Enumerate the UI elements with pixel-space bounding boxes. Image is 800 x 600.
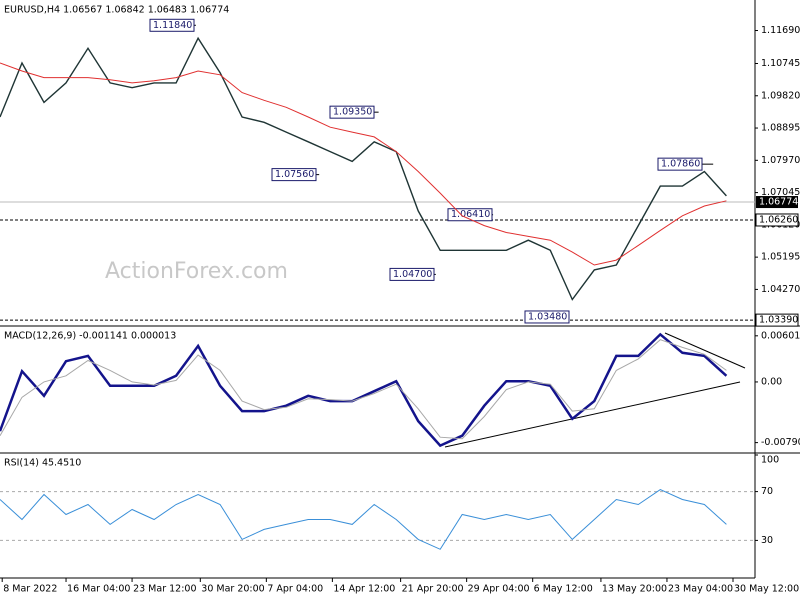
x-tick-label: 13 May 20:00 <box>602 584 667 595</box>
annotation-label: 1.07860 <box>661 159 700 170</box>
y-tick-label: 1.04270 <box>761 284 800 295</box>
x-tick-label: 8 Mar 2022 <box>3 584 57 595</box>
annotation-box <box>149 18 195 32</box>
x-tick-label: 7 Apr 04:00 <box>267 584 323 595</box>
annotation-label: 1.11840 <box>153 20 192 31</box>
rsi-title: RSI(14) 45.4510 <box>4 458 81 469</box>
annotation-box <box>389 267 435 281</box>
y-tick-label: 0.006012 <box>761 330 800 341</box>
series-line <box>0 332 728 448</box>
series-line <box>0 62 727 266</box>
last-price-label: 1.06774 <box>759 197 798 208</box>
y-tick-label: 1.11690 <box>761 25 800 36</box>
y-tick-label: 30 <box>761 535 773 546</box>
annotation-label: 1.04700 <box>393 269 432 280</box>
y-tick-label: -0.007907 <box>761 437 800 448</box>
x-tick-label: 30 Mar 20:00 <box>201 584 264 595</box>
macd-title: MACD(12,26,9) -0.001141 0.000013 <box>4 331 176 342</box>
annotation-box <box>447 208 493 222</box>
annotation-label: 1.06410 <box>451 209 490 220</box>
x-tick-label: 16 Mar 04:00 <box>67 584 130 595</box>
x-tick-label: 30 May 12:00 <box>734 584 799 595</box>
series-line <box>0 36 727 301</box>
watermark: ActionForex.com <box>105 259 288 284</box>
annotation-box <box>329 105 375 119</box>
x-tick-label: 21 Apr 20:00 <box>402 584 464 595</box>
annotation-box <box>271 168 317 182</box>
x-tick-label: 6 May 12:00 <box>534 584 593 595</box>
level-box <box>755 313 799 327</box>
y-tick-label: 1.05195 <box>761 252 800 263</box>
y-tick-label: 100 <box>761 455 779 466</box>
y-tick-label: 1.07970 <box>761 155 800 166</box>
series-line <box>0 489 727 550</box>
x-tick-label: 23 Mar 12:00 <box>133 584 196 595</box>
y-tick-label: 1.09820 <box>761 90 800 101</box>
y-tick-label: 70 <box>761 486 773 497</box>
annotation-box <box>657 157 703 171</box>
level-box <box>755 213 799 227</box>
last-price-box <box>756 196 798 209</box>
trendline <box>444 381 741 448</box>
annotation-label: 1.09350 <box>333 107 372 118</box>
x-tick-label: 14 Apr 12:00 <box>333 584 395 595</box>
series-line <box>0 339 727 440</box>
y-tick-label: 1.10745 <box>761 58 800 69</box>
y-tick-label: 0.00 <box>761 376 782 387</box>
annotation-box <box>524 310 570 324</box>
level-label: 1.06260 <box>759 214 798 225</box>
annotation-label: 1.07560 <box>275 169 314 180</box>
trendline <box>664 332 746 369</box>
x-tick-label: 29 Apr 04:00 <box>468 584 530 595</box>
y-tick-label: 1.08895 <box>761 123 800 134</box>
y-tick-label: 1.07045 <box>761 187 800 198</box>
level-label: 1.03390 <box>759 315 798 326</box>
x-tick-label: 23 May 04:00 <box>668 584 733 595</box>
annotation-label: 1.03480 <box>528 311 567 322</box>
price-title: EURUSD,H4 1.06567 1.06842 1.06483 1.0677… <box>4 5 229 16</box>
